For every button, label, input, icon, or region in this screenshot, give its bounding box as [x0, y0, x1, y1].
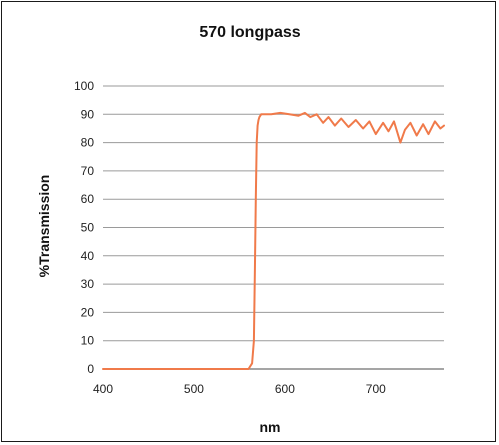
y-tick-label: 80	[81, 136, 95, 150]
y-tick-label: 100	[74, 79, 94, 93]
y-tick-label: 60	[81, 192, 95, 206]
y-tick-label: 0	[87, 362, 94, 376]
x-tick-label: 700	[366, 382, 386, 396]
y-tick-label: 30	[81, 277, 95, 291]
x-axis-title: nm	[260, 419, 281, 435]
chart-title: 570 longpass	[199, 24, 300, 41]
y-tick-label: 50	[81, 221, 95, 235]
x-tick-label: 400	[93, 382, 113, 396]
y-axis-title: %Transmission	[36, 175, 52, 278]
transmission-curve	[102, 111, 445, 370]
y-tick-label: 90	[81, 107, 95, 121]
x-tick-label: 600	[275, 382, 295, 396]
y-tick-label: 10	[81, 334, 95, 348]
y-tick-label: 20	[81, 305, 95, 319]
y-tick-label: 70	[81, 164, 95, 178]
x-tick-label: 500	[184, 382, 204, 396]
y-tick-label: 40	[81, 249, 95, 263]
